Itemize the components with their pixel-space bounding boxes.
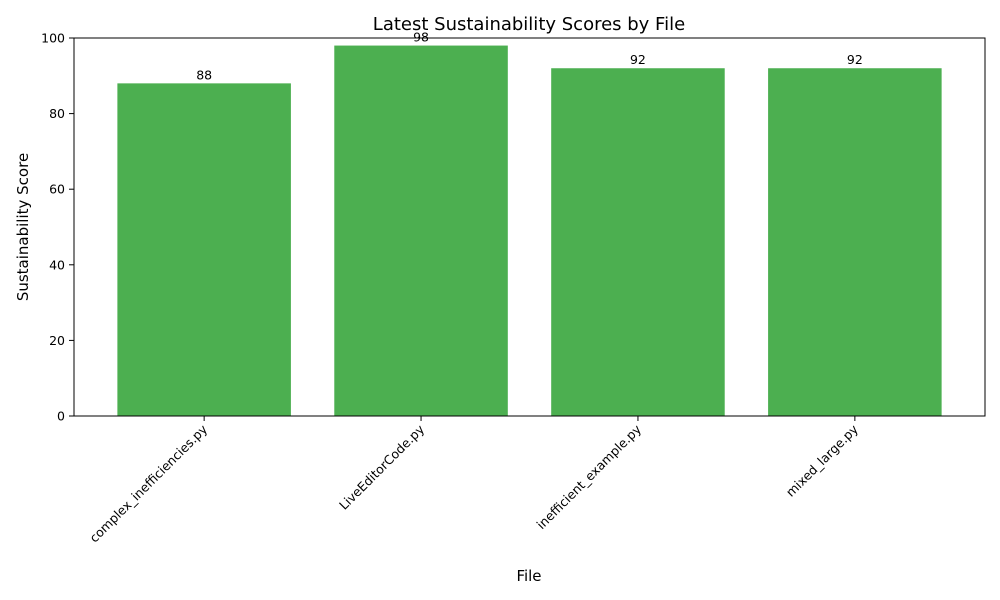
plot-area: 88 98 92 92 0 20 40 60 80 100 complex_inefficienci…: [41, 30, 986, 545]
y-tick-label-5: 100: [41, 31, 65, 46]
y-tick-label-1: 20: [49, 333, 65, 348]
y-axis-label: Sustainability Score: [14, 153, 32, 301]
bar-1: [334, 45, 508, 417]
data-label-2: 92: [630, 52, 646, 67]
bar-3: [768, 68, 942, 417]
bar-2: [551, 68, 725, 417]
x-tick-label-0: complex_inefficiencies.py: [86, 421, 210, 545]
x-tick-label-2: inefficient_example.py: [533, 421, 644, 532]
x-axis-label: File: [516, 567, 541, 585]
chart-title: Latest Sustainability Scores by File: [373, 14, 685, 35]
x-tick-label-3: mixed_large.py: [783, 421, 862, 500]
data-label-3: 92: [847, 52, 863, 67]
axes-frame: [73, 37, 986, 417]
y-tick-label-2: 40: [49, 257, 65, 272]
data-label-0: 88: [196, 67, 212, 82]
y-tick-label-4: 80: [49, 106, 65, 121]
data-label-1: 98: [413, 30, 429, 45]
y-tick-label-3: 60: [49, 182, 65, 197]
x-tick-label-1: LiveEditorCode.py: [336, 421, 428, 513]
y-tick-label-0: 0: [57, 409, 65, 424]
bar-0: [117, 83, 291, 417]
